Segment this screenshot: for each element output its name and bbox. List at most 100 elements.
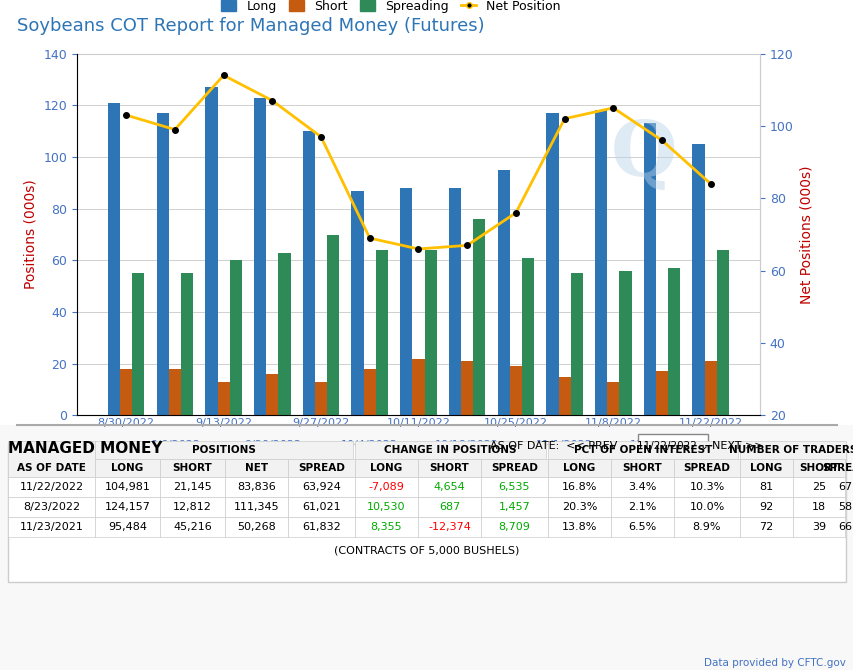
Bar (253, 98, 266, 415)
Bar (548, 497, 610, 517)
Text: 104,981: 104,981 (104, 482, 150, 492)
Text: 111,345: 111,345 (234, 502, 279, 512)
Text: 58: 58 (838, 502, 851, 512)
Bar (8, 477, 95, 497)
Bar (792, 459, 844, 477)
Text: 13.8%: 13.8% (561, 523, 596, 532)
Bar (8, 517, 95, 537)
Text: 8/23/2022: 8/23/2022 (23, 502, 80, 512)
Bar (303, 131, 315, 415)
Bar (740, 497, 792, 517)
Bar (424, 250, 436, 415)
Text: NET: NET (245, 463, 268, 473)
Text: SPREAD: SPREAD (298, 463, 345, 473)
Bar (287, 517, 355, 537)
Text: Data provided by CFTC.gov: Data provided by CFTC.gov (704, 658, 845, 668)
Bar (156, 113, 169, 415)
Bar (637, 434, 707, 447)
Text: 10.0%: 10.0% (688, 502, 724, 512)
Text: 3.4%: 3.4% (628, 482, 656, 492)
Text: 16.8%: 16.8% (561, 482, 596, 492)
Bar (546, 113, 558, 415)
Bar (610, 477, 673, 497)
Text: 66: 66 (838, 523, 851, 532)
Bar (667, 268, 680, 415)
Bar (606, 382, 618, 415)
Bar (266, 374, 278, 415)
Bar (610, 517, 673, 537)
Text: 92: 92 (758, 502, 773, 512)
Text: MANAGED MONEY: MANAGED MONEY (8, 441, 162, 456)
Bar (595, 111, 606, 415)
Bar (417, 517, 480, 537)
Bar (740, 477, 792, 497)
Text: PCT OF OPEN INTEREST: PCT OF OPEN INTEREST (573, 445, 711, 455)
Text: 61,832: 61,832 (302, 523, 340, 532)
Bar (287, 459, 355, 477)
Bar (160, 477, 224, 497)
Bar (95, 497, 160, 517)
Bar (224, 517, 287, 537)
Bar (229, 261, 241, 415)
Bar (844, 497, 845, 517)
Bar (287, 477, 355, 497)
Bar (287, 497, 355, 517)
Bar (480, 477, 548, 497)
Bar (181, 273, 193, 415)
Text: Q: Q (610, 118, 676, 192)
Text: 10/18/2022: 10/18/2022 (435, 440, 499, 450)
Text: -7,089: -7,089 (368, 482, 404, 492)
Bar (509, 366, 521, 415)
Bar (449, 188, 461, 415)
Bar (673, 517, 740, 537)
Text: SHORT: SHORT (798, 463, 838, 473)
Text: 50,268: 50,268 (237, 523, 276, 532)
Text: 11/1/2022: 11/1/2022 (536, 440, 592, 450)
Text: 11/23/2021: 11/23/2021 (20, 523, 84, 532)
Text: 81: 81 (758, 482, 773, 492)
Text: 9/6/2022: 9/6/2022 (150, 440, 200, 450)
Text: SHORT: SHORT (622, 463, 662, 473)
Text: SPREAD: SPREAD (490, 463, 537, 473)
Bar (618, 271, 631, 415)
Bar (160, 497, 224, 517)
Bar (673, 497, 740, 517)
Bar (355, 497, 417, 517)
Legend: Long, Short, Spreading, Net Position: Long, Short, Spreading, Net Position (216, 0, 566, 17)
Bar (355, 517, 417, 537)
Text: 45,216: 45,216 (173, 523, 212, 532)
Text: 20.3%: 20.3% (561, 502, 596, 512)
Bar (355, 441, 545, 459)
Text: 124,157: 124,157 (104, 502, 150, 512)
Bar (792, 497, 844, 517)
Text: 10/4/2022: 10/4/2022 (341, 440, 397, 450)
Bar (417, 497, 480, 517)
Bar (400, 188, 412, 415)
Text: 67: 67 (838, 482, 851, 492)
Bar (355, 459, 417, 477)
Text: 25: 25 (811, 482, 825, 492)
Text: SHORT: SHORT (172, 463, 212, 473)
Text: 11/22/2022 ⌄: 11/22/2022 ⌄ (636, 441, 708, 451)
Bar (95, 441, 352, 459)
Text: 2.1%: 2.1% (628, 502, 656, 512)
Y-axis label: Positions (000s): Positions (000s) (24, 180, 38, 289)
Text: CHANGE IN POSITIONS: CHANGE IN POSITIONS (384, 445, 516, 455)
Text: AS OF DATE:  << PREV: AS OF DATE: << PREV (490, 441, 617, 451)
Text: SPREAD: SPREAD (682, 463, 729, 473)
Bar (497, 170, 509, 415)
Bar (480, 497, 548, 517)
Text: 95,484: 95,484 (107, 523, 147, 532)
Bar (375, 250, 387, 415)
Bar (461, 361, 473, 415)
Text: 63,924: 63,924 (302, 482, 340, 492)
Text: 39: 39 (811, 523, 825, 532)
Bar (363, 369, 375, 415)
Bar (610, 459, 673, 477)
Text: (CONTRACTS OF 5,000 BUSHELS): (CONTRACTS OF 5,000 BUSHELS) (334, 545, 519, 555)
Bar (655, 371, 667, 415)
Bar (692, 144, 704, 415)
Bar (107, 103, 120, 415)
Y-axis label: Net Positions (000s): Net Positions (000s) (798, 165, 812, 304)
Text: NEXT >>: NEXT >> (711, 441, 763, 451)
